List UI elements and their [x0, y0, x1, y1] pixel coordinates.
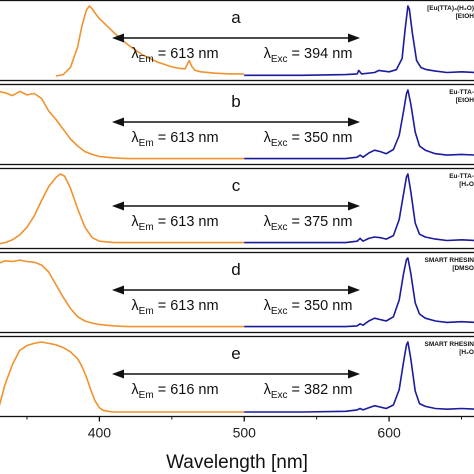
x-tick-label: 400 — [88, 425, 112, 441]
emission-wavelength-label: λEm = 613 nm — [131, 46, 218, 65]
excitation-series-line — [0, 173, 245, 245]
x-tick-label: 500 — [233, 425, 257, 441]
excitation-wavelength-label: λExc = 375 nm — [264, 214, 353, 233]
arrow-right-head — [348, 33, 360, 43]
sample-label-line: [DMSO — [452, 265, 474, 272]
emission-wavelength-label: λEm = 613 nm — [131, 298, 218, 317]
sample-label-line: [EtOH — [456, 97, 474, 104]
panel-frame — [0, 335, 474, 418]
emission-wavelength-label: λEm = 613 nm — [131, 214, 218, 233]
sample-label-line: Eu-TTA- — [449, 173, 474, 180]
emission-series-line — [244, 257, 474, 328]
x-axis-title: Wavelength [nm] — [166, 452, 308, 473]
emission-wavelength-label: λEm = 613 nm — [131, 130, 218, 149]
arrow-right-head — [348, 201, 360, 211]
emission-wavelength-label: λEm = 616 nm — [131, 382, 218, 401]
excitation-series-line — [0, 259, 245, 328]
emission-series-line — [244, 173, 474, 244]
arrow-right-head — [348, 117, 360, 127]
panel-letter: c — [232, 176, 241, 195]
panel-frame — [0, 251, 474, 334]
emission-series-line — [244, 89, 474, 160]
panel-letter: d — [231, 260, 240, 279]
panel-frame — [0, 0, 474, 82]
excitation-wavelength-label: λExc = 350 nm — [264, 298, 353, 317]
excitation-wavelength-label: λExc = 394 nm — [264, 46, 353, 65]
panel-frame — [0, 167, 474, 250]
sample-label-line: [H₂O — [459, 181, 474, 188]
arrow-right-head — [348, 369, 360, 379]
arrow-left-head — [112, 369, 124, 379]
sample-label-line: SMART RHESIN — [425, 341, 474, 348]
x-tick-label: 600 — [377, 425, 401, 441]
panel-a: a λEm = 613 nm λExc = 394 nm [Eu(TTA)₃(H₂O)… — [0, 0, 474, 82]
excitation-series-line — [0, 90, 245, 160]
panel-c: c λEm = 613 nm λExc = 375 nm Eu-TTA-[H₂O — [0, 167, 474, 250]
excitation-wavelength-label: λExc = 350 nm — [264, 130, 353, 149]
sample-label-line: [H₂O — [459, 349, 474, 356]
panel-e: e λEm = 616 nm λExc = 382 nm SMART RHESIN[H… — [0, 335, 474, 418]
arrow-left-head — [112, 201, 124, 211]
panel-d: d λEm = 613 nm λExc = 350 nm SMART RHESIN[D… — [0, 251, 474, 334]
excitation-series-line — [55, 5, 245, 77]
sample-label-line: Eu-TTA- — [449, 89, 474, 96]
excitation-series-line — [0, 341, 245, 413]
arrow-left-head — [112, 285, 124, 295]
sample-label-line: SMART RHESIN — [425, 257, 474, 264]
panel-frame — [0, 83, 474, 166]
emission-series-line — [244, 5, 474, 77]
panel-letter: e — [231, 344, 240, 363]
arrow-left-head — [112, 117, 124, 127]
arrow-left-head — [112, 33, 124, 43]
panel-b: b λEm = 613 nm λExc = 350 nm Eu-TTA-[EtOH — [0, 83, 474, 166]
panel-letter: a — [231, 8, 241, 27]
sample-label-line: [Eu(TTA)₃(H₂O) — [427, 5, 474, 12]
panels-group: a λEm = 613 nm λExc = 394 nm [Eu(TTA)₃(H₂O)… — [0, 0, 474, 418]
emission-series-line — [244, 341, 474, 413]
arrow-right-head — [348, 285, 360, 295]
panel-letter: b — [231, 92, 240, 111]
x-axis: 400 500 600 — [26, 416, 463, 441]
excitation-wavelength-label: λExc = 382 nm — [264, 382, 353, 401]
sample-label-line: [EtOH — [456, 13, 474, 20]
